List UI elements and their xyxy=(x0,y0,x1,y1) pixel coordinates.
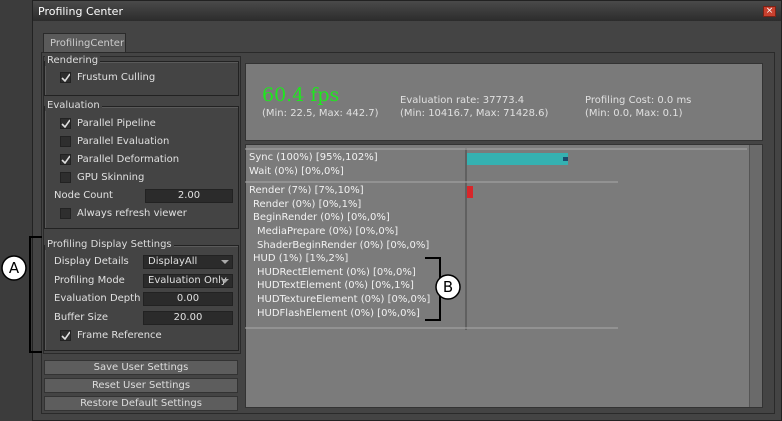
profile-row: Render (0%) [0%,1%] xyxy=(253,198,362,210)
group-box xyxy=(44,106,239,229)
checkbox[interactable] xyxy=(60,72,71,83)
profile-row: HUDRectElement (0%) [0%,0%] xyxy=(257,266,416,278)
dropdown-arrow xyxy=(221,260,229,264)
stat: (Min: 10416.7, Max: 71428.6) xyxy=(400,108,549,119)
number-field[interactable]: 0.00 xyxy=(143,292,233,306)
annotation-circle xyxy=(1,255,27,281)
window: Profiling Center × ProfilingCenter xyxy=(32,0,782,421)
checkbox-label: Parallel Deformation xyxy=(77,154,180,165)
number-field[interactable]: 20.00 xyxy=(143,310,233,325)
checkbox[interactable] xyxy=(60,172,71,183)
close-button[interactable]: × xyxy=(763,6,776,17)
profile-row: MediaPrepare (0%) [0%,0%] xyxy=(257,226,399,237)
field-label: Evaluation Depth xyxy=(54,293,141,304)
dropdown-arrow xyxy=(221,278,229,283)
left-panel xyxy=(43,56,241,354)
checkbox-label: GPU Skinning xyxy=(77,172,145,183)
checkbox[interactable] xyxy=(60,208,71,219)
button[interactable]: Save User Settings xyxy=(44,360,238,375)
field-label: Profiling Mode xyxy=(54,274,125,286)
checkbox[interactable] xyxy=(60,136,71,147)
checkbox-label: Always refresh viewer xyxy=(77,208,187,219)
profile-row: HUD (1%) [1%,2%] xyxy=(253,253,349,265)
field-label: Buffer Size xyxy=(54,311,109,323)
profile-row: Wait (0%) [0%,0%] xyxy=(249,165,344,177)
group-label: Evaluation xyxy=(45,100,102,111)
button[interactable]: Reset User Settings xyxy=(44,378,238,393)
stat: Profiling Cost: 0.0 ms xyxy=(585,95,692,106)
checkbox[interactable] xyxy=(60,154,71,165)
field-label: Display Details xyxy=(54,256,129,267)
group-label: Profiling Display Settings xyxy=(45,239,174,250)
stat: Evaluation rate: 37773.4 xyxy=(400,95,525,106)
fps: 60.4 fps xyxy=(262,84,340,106)
checkbox[interactable] xyxy=(60,118,71,129)
window-title: Profiling Center xyxy=(38,5,123,18)
profile-row: Render (7%) [7%,10%] xyxy=(249,185,364,197)
checkbox[interactable] xyxy=(60,330,71,341)
profile-row: HUDTextElement (0%) [0%,1%] xyxy=(257,280,414,292)
group-label: Rendering xyxy=(45,55,101,66)
button[interactable]: Restore Default Settings xyxy=(44,396,238,411)
stats-panel xyxy=(245,63,763,141)
checkbox-label: Parallel Pipeline xyxy=(77,118,156,129)
checkbox-label: Parallel Evaluation xyxy=(77,136,170,147)
list-panel xyxy=(245,144,763,408)
checkbox-label: Frustum Culling xyxy=(77,72,156,83)
stat: (Min: 22.5, Max: 442.7) xyxy=(262,108,379,119)
profile-row: HUDFlashElement (0%) [0%,0%] xyxy=(257,307,420,319)
title-bar xyxy=(33,1,781,21)
dropdown[interactable]: DisplayAll xyxy=(143,255,233,269)
tab-body xyxy=(41,52,775,414)
profile-row: ShaderBeginRender (0%) [0%,0%] xyxy=(257,239,430,251)
stat: (Min: 0.0, Max: 0.1) xyxy=(585,108,683,119)
profile-row: HUDTextureElement (0%) [0%,0%] xyxy=(257,294,431,305)
checkbox-label: Frame Reference xyxy=(77,330,162,341)
profile-row: Sync (100%) [95%,102%] xyxy=(249,152,378,163)
dropdown[interactable]: Evaluation Only xyxy=(143,273,233,288)
number-field[interactable]: 2.00 xyxy=(145,189,233,203)
field-label: Node Count xyxy=(54,190,113,201)
group-box xyxy=(44,61,239,96)
tab[interactable]: ProfilingCenter xyxy=(43,33,126,52)
profile-row: BeginRender (0%) [0%,0%] xyxy=(253,212,390,224)
scrollbar[interactable] xyxy=(749,145,762,407)
annotation-label: A xyxy=(9,259,20,277)
